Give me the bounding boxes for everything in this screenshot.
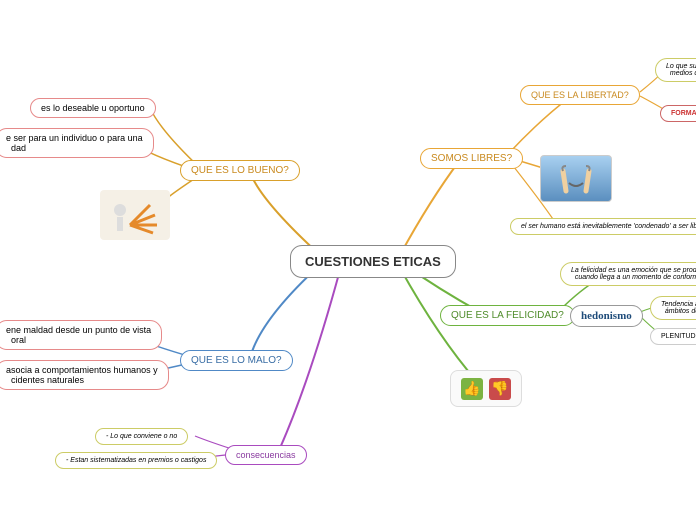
felicidad-desc: La felicidad es una emoción que se produ…: [560, 262, 696, 286]
thumb-up-icon: 👍: [461, 378, 483, 400]
center-node[interactable]: CUESTIONES ETICAS: [290, 245, 456, 278]
bueno-image: [100, 190, 170, 240]
bueno-child-1[interactable]: es lo deseable u oportuno: [30, 98, 156, 118]
malo-child-1[interactable]: ene maldad desde un punto de vista oral: [0, 320, 162, 350]
libres-image: [540, 155, 612, 202]
libertad-sub-2[interactable]: FORMA: [660, 105, 696, 122]
hedonismo-sub-2: PLENITUD DEL S: [650, 328, 696, 345]
libertad-node[interactable]: QUE ES LA LIBERTAD?: [520, 85, 640, 105]
branch-malo[interactable]: QUE ES LO MALO?: [180, 350, 293, 371]
hedonismo-sub-1: Tendencia a la b ámbitos de la vi: [650, 296, 696, 320]
branch-felicidad[interactable]: QUE ES LA FELICIDAD?: [440, 305, 575, 326]
libertad-sub-1[interactable]: Lo que sup medios que: [655, 58, 696, 82]
cons-child-1[interactable]: - Lo que conviene o no: [95, 428, 188, 445]
cons-child-2[interactable]: - Estan sistematizadas en premios o cast…: [55, 452, 217, 469]
thumb-down-icon: 👎: [489, 378, 511, 400]
libres-footnote: el ser humano está inevitablemente 'cond…: [510, 218, 696, 235]
malo-child-2[interactable]: asocia a comportamientos humanos y ciden…: [0, 360, 169, 390]
thumbs-image: 👍 👎: [450, 370, 522, 407]
branch-bueno[interactable]: QUE ES LO BUENO?: [180, 160, 300, 181]
hedonismo-node[interactable]: hedonismo: [570, 305, 643, 327]
branch-libres[interactable]: SOMOS LIBRES?: [420, 148, 523, 169]
bueno-child-2[interactable]: e ser para un individuo o para una dad: [0, 128, 154, 158]
branch-consecuencias[interactable]: consecuencias: [225, 445, 307, 465]
